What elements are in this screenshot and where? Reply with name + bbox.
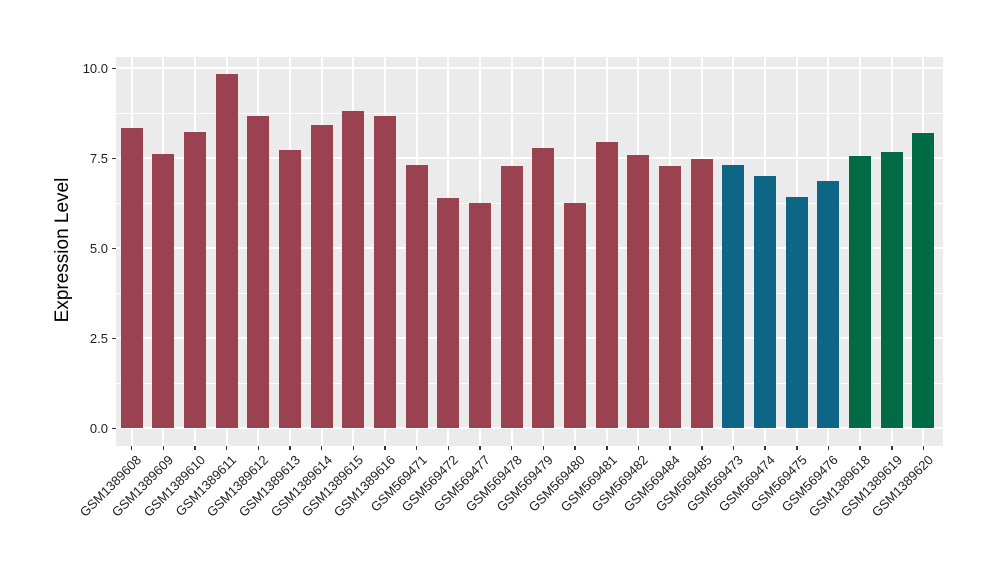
y-tick-label: 2.5 [89, 330, 108, 346]
x-tick-mark [447, 446, 450, 450]
bar-GSM1389615 [342, 110, 365, 429]
x-tick-label: GSM1389608 [77, 452, 145, 520]
bar-GSM569485 [690, 159, 713, 429]
bar-GSM569475 [785, 197, 808, 429]
x-tick-label: GSM1389609 [108, 452, 177, 520]
x-tick-mark [162, 446, 165, 450]
x-tick-label: GSM569475 [747, 452, 810, 515]
x-tick-label: GSM569481 [557, 452, 620, 515]
x-tick-mark [796, 446, 798, 450]
x-tick-label: GSM569482 [589, 452, 652, 515]
x-tick-label: GSM1389620 [869, 452, 937, 520]
x-tick-mark [891, 446, 893, 450]
x-tick-mark [669, 446, 671, 450]
y-tick-label: 7.5 [89, 150, 108, 166]
x-tick-label: GSM1389611 [172, 452, 240, 519]
bar-GSM1389612 [247, 115, 270, 429]
x-tick-mark [257, 446, 260, 450]
x-tick-label: GSM1389612 [203, 452, 272, 520]
x-tick-mark [732, 446, 735, 450]
bar-GSM1389618 [849, 156, 872, 429]
y-tick-label: 0.0 [89, 420, 108, 436]
bar-GSM569477 [469, 202, 492, 429]
major-gridline [116, 67, 943, 70]
x-tick-label: GSM569480 [525, 452, 588, 515]
bar-GSM569471 [405, 165, 428, 429]
major-gridline [116, 247, 943, 250]
x-tick-label: GSM1389610 [140, 452, 208, 520]
x-tick-mark [352, 446, 355, 450]
bar-GSM1389620 [912, 133, 935, 429]
x-tick-label: GSM569471 [367, 452, 430, 515]
bar-GSM1389611 [215, 74, 238, 429]
x-tick-mark [764, 446, 766, 450]
x-tick-mark [384, 446, 386, 450]
bar-GSM1389613 [279, 150, 302, 429]
x-tick-label: GSM569476 [779, 452, 842, 515]
bar-GSM569478 [500, 165, 523, 429]
x-tick-label: GSM1389615 [298, 452, 367, 520]
bar-GSM569474 [754, 176, 777, 429]
x-tick-mark [415, 446, 418, 450]
bar-GSM569484 [659, 165, 682, 429]
bar-GSM569480 [564, 202, 587, 429]
bar-GSM1389608 [120, 127, 143, 429]
major-gridline [116, 427, 943, 430]
x-tick-mark [922, 446, 925, 450]
x-tick-mark [320, 446, 323, 450]
x-tick-label: GSM569472 [399, 452, 462, 515]
bar-GSM569472 [437, 197, 460, 429]
x-tick-label: GSM569484 [620, 452, 683, 515]
x-tick-mark [542, 446, 545, 450]
x-tick-label: GSM1389614 [267, 452, 335, 520]
major-gridline [116, 157, 943, 160]
x-tick-mark [701, 446, 703, 450]
x-tick-label: GSM569479 [494, 452, 557, 515]
bar-GSM1389616 [374, 116, 397, 429]
x-tick-mark [606, 446, 608, 450]
x-tick-mark [574, 446, 576, 450]
x-tick-label: GSM569477 [430, 452, 493, 515]
bar-GSM569473 [722, 165, 745, 429]
x-tick-mark [510, 446, 513, 450]
x-tick-mark [194, 446, 196, 450]
bar-GSM569479 [532, 148, 555, 429]
x-tick-label: GSM569478 [462, 452, 525, 515]
x-tick-mark [130, 446, 133, 450]
bar-GSM1389609 [152, 153, 175, 429]
plot-panel [116, 57, 943, 446]
x-tick-label: GSM569485 [652, 452, 715, 515]
bar-GSM569476 [817, 180, 840, 429]
x-tick-mark [827, 446, 830, 450]
x-tick-mark [479, 446, 481, 450]
x-tick-label: GSM1389619 [837, 452, 905, 520]
y-tick-label: 10.0 [82, 60, 108, 76]
minor-gridline [116, 203, 943, 205]
bar-GSM569481 [595, 142, 618, 429]
x-tick-label: GSM569474 [715, 452, 779, 515]
bar-GSM1389614 [310, 125, 333, 429]
major-gridline [116, 337, 943, 340]
x-tick-mark [637, 446, 640, 450]
x-tick-label: GSM1389613 [235, 452, 303, 520]
x-tick-label: GSM1389618 [805, 452, 874, 520]
bar-GSM1389610 [184, 131, 207, 429]
x-tick-label: GSM569473 [684, 452, 747, 515]
minor-gridline [116, 293, 943, 295]
x-tick-mark [289, 446, 291, 450]
bar-GSM569482 [627, 155, 650, 429]
x-tick-mark [225, 446, 228, 450]
x-tick-mark [859, 446, 861, 450]
minor-gridline [116, 113, 943, 115]
bar-GSM1389619 [880, 151, 903, 429]
minor-gridline [116, 383, 943, 385]
x-tick-label: GSM1389616 [330, 452, 398, 520]
y-axis-title: Expression Level [52, 177, 73, 323]
